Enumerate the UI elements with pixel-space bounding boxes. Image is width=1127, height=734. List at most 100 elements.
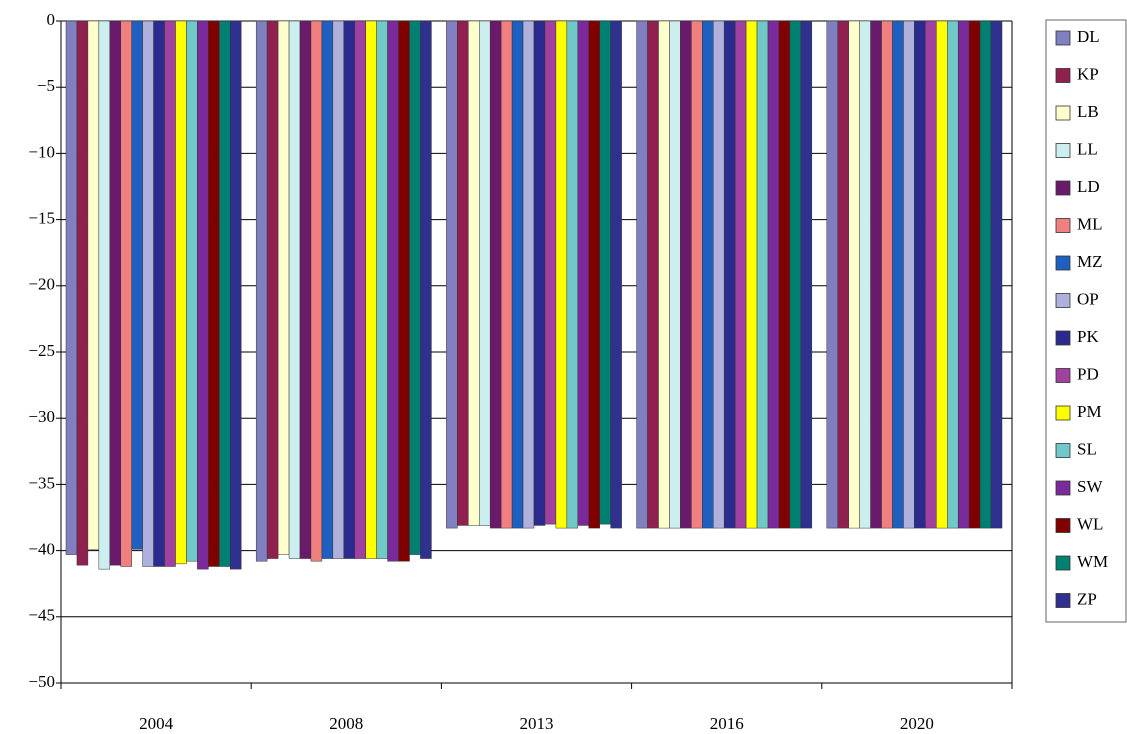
bar: [691, 20, 703, 529]
y-tick-label: −35: [28, 473, 55, 492]
bar: [837, 20, 849, 529]
bar: [398, 20, 410, 562]
bar: [669, 20, 681, 529]
bar: [789, 20, 802, 529]
bar: [266, 20, 279, 559]
legend-swatch: [1055, 555, 1071, 571]
bar: [756, 20, 769, 529]
bar: [343, 20, 355, 559]
bar: [153, 20, 165, 567]
bar: [365, 20, 377, 559]
bar: [164, 20, 176, 567]
bar: [723, 20, 736, 529]
legend-swatch: [1055, 218, 1071, 233]
bar: [376, 20, 388, 559]
bar: [131, 20, 143, 550]
bar: [745, 20, 758, 529]
legend-swatch: [1055, 518, 1071, 533]
x-tick-label: 2013: [520, 714, 554, 733]
bar: [713, 20, 725, 529]
bar: [120, 20, 132, 567]
legend-label: PM: [1077, 402, 1102, 421]
bar: [936, 20, 948, 529]
bar: [990, 20, 1003, 529]
bar: [957, 20, 970, 529]
legend-label: WL: [1077, 514, 1103, 533]
bar: [255, 20, 268, 562]
bar: [420, 20, 432, 559]
bar: [555, 20, 568, 529]
bar: [658, 20, 670, 529]
legend-label: ZP: [1077, 589, 1097, 608]
bar: [610, 20, 622, 529]
bar: [778, 20, 791, 529]
y-tick-label: −20: [28, 275, 55, 294]
bar: [734, 20, 747, 529]
bar: [511, 20, 524, 529]
legend-swatch: [1055, 68, 1071, 83]
bar: [647, 20, 659, 529]
legend-label: LD: [1077, 177, 1100, 196]
legend-label: SL: [1077, 439, 1097, 458]
y-tick-label: −25: [28, 341, 55, 360]
legend-swatch: [1055, 405, 1071, 421]
bar: [500, 20, 513, 529]
bar: [636, 20, 648, 529]
bar: [968, 20, 981, 529]
legend-swatch: [1055, 180, 1071, 196]
bar: [197, 20, 209, 570]
legend-label: MZ: [1077, 252, 1103, 271]
bar: [446, 20, 458, 529]
y-tick-label: −50: [28, 672, 55, 691]
bar: [142, 20, 154, 567]
legend-swatch: [1055, 143, 1071, 158]
y-tick-label: −45: [28, 606, 55, 625]
bar: [65, 20, 78, 555]
legend-label: PD: [1077, 364, 1099, 383]
x-tick-label: 2016: [710, 714, 744, 733]
bar: [489, 20, 502, 529]
legend-label: SW: [1077, 477, 1103, 496]
legend-label: PK: [1077, 327, 1099, 346]
legend-label: LB: [1077, 102, 1099, 121]
bar: [577, 20, 589, 526]
bar: [175, 20, 187, 565]
legend-label: WM: [1077, 552, 1108, 571]
legend-label: ML: [1077, 214, 1103, 233]
legend-swatch: [1055, 105, 1071, 121]
bar: [859, 20, 871, 529]
x-tick-label: 2004: [139, 714, 174, 733]
bar: [288, 20, 301, 559]
bar: [826, 20, 838, 529]
legend-label: KP: [1077, 64, 1099, 83]
legend-swatch: [1055, 330, 1071, 346]
bar: [533, 20, 546, 526]
legend-swatch: [1055, 30, 1071, 46]
bar: [522, 20, 535, 529]
bar: [925, 20, 937, 529]
bar: [767, 20, 780, 529]
bar: [979, 20, 992, 529]
bar: [219, 20, 231, 567]
bar: [479, 20, 491, 526]
bar: [588, 20, 600, 529]
bar: [277, 20, 290, 555]
y-tick-label: −15: [28, 209, 55, 228]
bar: [208, 20, 220, 567]
bar: [186, 20, 198, 562]
y-tick-label: −30: [28, 407, 55, 426]
bar: [599, 20, 611, 525]
bar: [409, 20, 421, 555]
bar: [387, 20, 399, 562]
bar: [914, 20, 926, 529]
bar: [299, 20, 312, 559]
legend-swatch: [1055, 255, 1071, 271]
legend-swatch: [1055, 368, 1071, 383]
bar: [98, 20, 111, 570]
bar: [332, 20, 345, 559]
bar: [870, 20, 882, 529]
y-tick-label: −5: [37, 76, 55, 95]
bar: [947, 20, 959, 529]
y-tick-label: 0: [47, 10, 56, 29]
bar: [468, 20, 480, 526]
